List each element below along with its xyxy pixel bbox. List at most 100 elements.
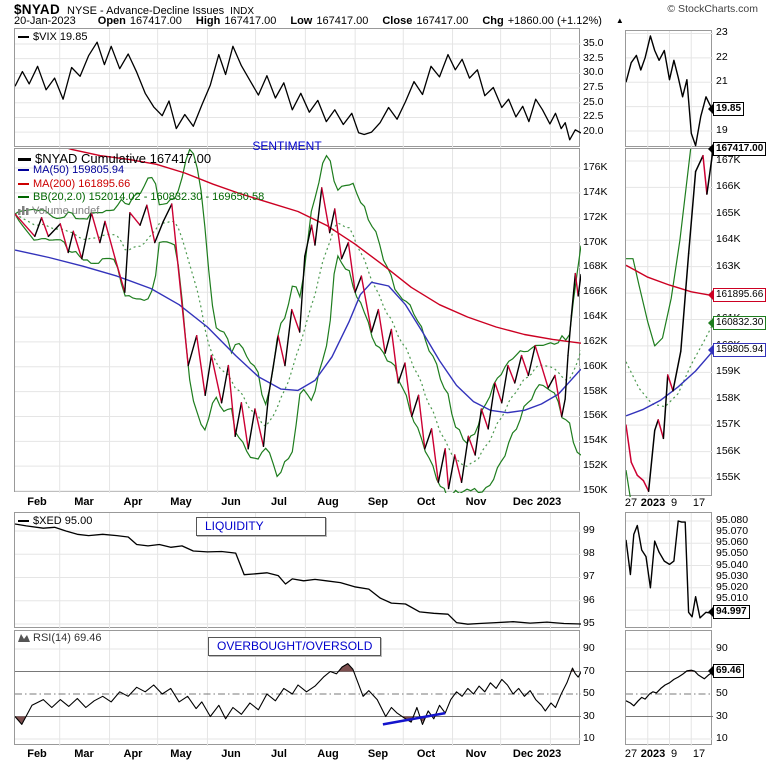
y-axis-tick: 22.5 xyxy=(583,110,604,122)
callout-arrow-icon xyxy=(708,104,713,114)
y-axis-tick: 158K xyxy=(583,385,608,397)
legend-text: RSI(14) 69.46 xyxy=(33,632,102,644)
legend-row: RSI(14) 69.46 xyxy=(18,632,101,644)
y-axis-tick: 164K xyxy=(583,310,608,322)
y-axis-tick: 95.030 xyxy=(716,570,749,582)
x-axis-month-label: Mar xyxy=(74,496,94,508)
y-axis-tick: 95.070 xyxy=(716,525,749,537)
value-callout: 19.85 xyxy=(708,102,745,116)
y-axis-tick: 25.0 xyxy=(583,96,604,108)
ohlc-label: High xyxy=(195,15,221,27)
x-axis-month-label: Nov xyxy=(465,496,487,508)
x-axis-month-label: Feb xyxy=(27,496,47,508)
callout-arrow-icon xyxy=(708,144,713,154)
y-axis-tick: 10 xyxy=(583,732,595,744)
callout-arrow-icon xyxy=(708,345,713,355)
legend-line-swatch xyxy=(18,182,29,185)
y-axis-tick: 163K xyxy=(716,260,741,272)
mini-x-axis-label: 2023 xyxy=(640,497,666,509)
quote-summary-row: 20-Jan-2023 Open 167417.00 High 167417.00 Low… xyxy=(14,15,624,27)
y-axis-tick: 95.080 xyxy=(716,514,749,526)
y-axis-tick: 157K xyxy=(716,418,741,430)
y-axis-tick: 156K xyxy=(583,409,608,421)
x-axis-month-label: Jun xyxy=(221,496,241,508)
callout-arrow-icon xyxy=(708,607,713,617)
y-axis-tick: 172K xyxy=(583,211,608,223)
x-axis-month-label: Jun xyxy=(221,748,241,760)
y-axis-tick: 155K xyxy=(716,471,741,483)
y-axis-tick: 98 xyxy=(583,547,595,559)
value-callout: 69.46 xyxy=(708,664,745,678)
x-axis-month-label: Apr xyxy=(123,496,143,508)
index-tag: INDX xyxy=(230,6,255,17)
ohlc-label: Open xyxy=(97,15,126,27)
legend-row: MA(50) 159805.94 xyxy=(18,164,124,176)
x-axis-month-label: Jul xyxy=(271,748,287,760)
legend-line-swatch xyxy=(18,169,29,172)
change-up-arrow-icon: ▲ xyxy=(615,16,624,25)
liquidity-label: LIQUIDITY xyxy=(196,517,326,536)
ohlc-value: 167417.00 xyxy=(416,15,469,27)
y-axis-tick: 10 xyxy=(716,732,728,744)
value-callout: 160832.30 xyxy=(708,316,767,330)
x-axis-month-label: Jul xyxy=(271,496,287,508)
legend-row: BB(20,2.0) 152014.02 - 160832.30 - 16965… xyxy=(18,191,264,203)
callout-arrow-icon xyxy=(708,318,713,328)
legend-line-swatch xyxy=(18,36,29,39)
y-axis-tick: 32.5 xyxy=(583,52,604,64)
vix-main-plot xyxy=(14,28,581,148)
rsi-icon xyxy=(18,634,30,642)
y-axis-tick: 70 xyxy=(583,665,595,677)
x-axis-month-label: 2023 xyxy=(536,496,562,508)
legend-row: Volume undef xyxy=(18,205,99,217)
legend-row: MA(200) 161895.66 xyxy=(18,178,130,190)
y-axis-tick: 160K xyxy=(583,360,608,372)
y-axis-tick: 30.0 xyxy=(583,66,604,78)
x-axis-month-label: Aug xyxy=(317,748,339,760)
y-axis-tick: 95.020 xyxy=(716,581,749,593)
ohlc-value: 167417.00 xyxy=(224,15,277,27)
sentiment-label: SENTIMENT xyxy=(252,139,322,153)
value-callout: 161895.66 xyxy=(708,288,767,302)
x-axis-month-label: Sep xyxy=(367,496,389,508)
y-axis-tick: 96 xyxy=(583,594,595,606)
x-axis-month-label: Apr xyxy=(123,748,143,760)
y-axis-tick: 97 xyxy=(583,570,595,582)
legend-row: $XED 95.00 xyxy=(18,515,92,527)
xed-mini-plot xyxy=(625,512,713,629)
y-axis-tick: 168K xyxy=(583,260,608,272)
x-axis-month-label: Nov xyxy=(465,748,487,760)
y-axis-tick: 19 xyxy=(716,124,728,136)
x-axis-month-label: May xyxy=(170,748,192,760)
value-callout: 167417.00 xyxy=(708,142,767,156)
y-axis-tick: 166K xyxy=(583,285,608,297)
y-axis-tick: 166K xyxy=(716,180,741,192)
copyright-label: © StockCharts.com xyxy=(667,3,758,15)
y-axis-tick: 50 xyxy=(716,687,728,699)
mini-x-axis-label: 17 xyxy=(692,748,706,760)
x-axis-month-label: Feb xyxy=(27,748,47,760)
y-axis-tick: 158K xyxy=(716,392,741,404)
y-axis-tick: 170K xyxy=(583,236,608,248)
y-axis-tick: 20.0 xyxy=(583,125,604,137)
y-axis-tick: 159K xyxy=(716,365,741,377)
y-axis-tick: 95.010 xyxy=(716,592,749,604)
callout-arrow-icon xyxy=(708,290,713,300)
legend-line-swatch xyxy=(18,196,29,199)
y-axis-tick: 174K xyxy=(583,186,608,198)
x-axis-month-label: Oct xyxy=(416,748,436,760)
x-axis-month-label: Mar xyxy=(74,748,94,760)
y-axis-tick: 165K xyxy=(716,207,741,219)
y-axis-tick: 167K xyxy=(716,154,741,166)
chart-header: $NYAD NYSE - Advance-Decline Issues INDX xyxy=(14,2,254,17)
mini-x-axis-label: 17 xyxy=(692,497,706,509)
y-axis-tick: 95 xyxy=(583,617,595,629)
legend-text: $VIX 19.85 xyxy=(33,31,88,43)
legend-line-swatch xyxy=(18,520,29,523)
mini-x-axis-label: 9 xyxy=(670,497,678,509)
volume-icon xyxy=(18,205,29,215)
x-axis-month-label: Sep xyxy=(367,748,389,760)
y-axis-tick: 27.5 xyxy=(583,81,604,93)
y-axis-tick: 152K xyxy=(583,459,608,471)
legend-text: MA(200) 161895.66 xyxy=(33,177,131,190)
